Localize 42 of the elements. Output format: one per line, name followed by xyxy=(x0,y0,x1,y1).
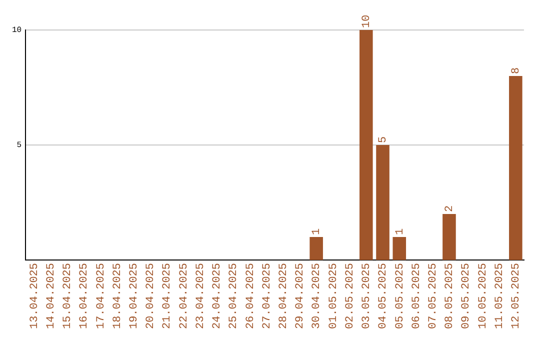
bar xyxy=(360,30,373,260)
bar xyxy=(509,76,522,260)
x-tick-label: 24.04.2025 xyxy=(212,262,224,330)
x-tick-label: 19.04.2025 xyxy=(128,262,140,330)
x-tick-label: 22.04.2025 xyxy=(178,262,190,330)
x-tick-label: 26.04.2025 xyxy=(244,262,257,330)
data-label: 10 xyxy=(361,14,374,28)
x-tick-label: 09.05.2025 xyxy=(460,262,473,330)
x-tick-label: 23.04.2025 xyxy=(194,262,207,330)
bar xyxy=(392,236,406,260)
x-tick-label: 01.05.2025 xyxy=(328,262,340,330)
bar xyxy=(442,214,456,260)
x-tick-label: 08.05.2025 xyxy=(444,262,456,330)
x-tick-label: 17.04.2025 xyxy=(95,262,108,330)
x-tick-label: 21.04.2025 xyxy=(162,262,174,330)
x-tick-label: 30.04.2025 xyxy=(311,262,324,330)
x-tick-label: 03.05.2025 xyxy=(361,262,374,330)
bar xyxy=(310,236,323,260)
x-tick-label: 10.05.2025 xyxy=(477,262,490,330)
x-tick-label: 29.04.2025 xyxy=(294,262,307,330)
x-tick-label: 14.04.2025 xyxy=(45,262,58,330)
x-tick-label: 15.04.2025 xyxy=(62,262,74,330)
data-label: 8 xyxy=(510,67,523,74)
x-tick-label: 06.05.2025 xyxy=(410,262,423,330)
x-tick-label: 27.04.2025 xyxy=(261,262,274,330)
data-label: 1 xyxy=(394,228,406,235)
data-label: 1 xyxy=(311,228,324,235)
x-tick-label: 16.04.2025 xyxy=(78,262,91,330)
bar xyxy=(376,144,390,260)
data-label: 5 xyxy=(378,136,390,143)
x-tick-label: 25.04.2025 xyxy=(228,262,240,330)
x-tick-label: 12.05.2025 xyxy=(510,262,523,330)
x-tick-label: 18.04.2025 xyxy=(112,262,124,330)
x-tick-label: 04.05.2025 xyxy=(378,262,390,330)
x-tick-label: 28.04.2025 xyxy=(278,262,290,330)
x-tick-label: 20.04.2025 xyxy=(145,262,158,330)
data-label: 2 xyxy=(444,205,456,212)
x-tick-label: 13.04.2025 xyxy=(28,262,41,330)
x-tick-label: 02.05.2025 xyxy=(344,262,356,330)
x-tick-label: 11.05.2025 xyxy=(494,262,506,330)
x-tick-label: 07.05.2025 xyxy=(428,262,440,330)
x-tick-label: 05.05.2025 xyxy=(394,262,406,330)
